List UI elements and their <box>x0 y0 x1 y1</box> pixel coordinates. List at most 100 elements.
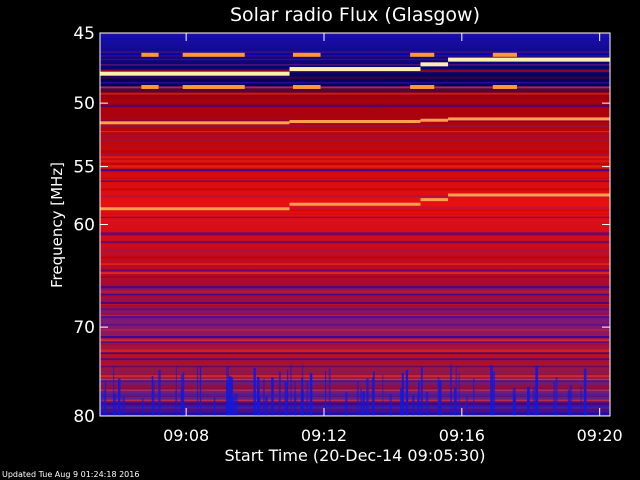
interference-spike <box>256 376 260 416</box>
intermittent-band <box>292 52 321 57</box>
noise-band <box>100 272 610 274</box>
noise-band <box>100 64 610 66</box>
interference-spike <box>287 369 289 416</box>
intermittent-band <box>182 84 245 89</box>
noise-band <box>100 180 610 182</box>
noise-band <box>100 359 610 362</box>
noise-band <box>100 312 610 316</box>
noise-band <box>100 163 610 166</box>
emission-line <box>289 67 421 72</box>
noise-band <box>100 206 610 209</box>
noise-band <box>100 81 610 83</box>
noise-band <box>100 318 610 321</box>
noise-band <box>100 414 610 416</box>
x-tick-label: 09:12 <box>301 426 347 445</box>
noise-band <box>100 399 610 402</box>
noise-band <box>100 86 610 89</box>
noise-band <box>100 249 610 253</box>
x-axis-label: Start Time (20-Dec-14 09:05:30) <box>224 446 485 465</box>
noise-band <box>100 391 610 394</box>
interference-spike <box>371 377 375 416</box>
emission-line <box>448 117 610 121</box>
noise-band <box>100 134 610 137</box>
noise-band <box>100 290 610 293</box>
noise-band <box>100 84 610 86</box>
interference-spike <box>453 387 457 416</box>
noise-band <box>100 213 610 215</box>
interference-spike <box>229 376 232 416</box>
noise-band <box>100 38 610 40</box>
emission-line <box>100 207 290 211</box>
noise-band <box>100 286 610 289</box>
interference-spike <box>527 386 530 416</box>
y-tick-label: 55 <box>73 158 95 178</box>
interference-spike <box>535 365 539 416</box>
interference-spike <box>151 376 154 416</box>
noise-band <box>100 344 610 346</box>
interference-spike <box>382 374 384 416</box>
interference-spike <box>175 366 177 416</box>
interference-spike <box>356 381 359 416</box>
interference-spike <box>389 394 392 416</box>
interference-spike <box>180 374 184 416</box>
interference-spike <box>294 393 297 416</box>
interference-spike <box>366 378 369 416</box>
interference-spike <box>122 396 126 416</box>
noise-band <box>100 406 610 409</box>
interference-spike <box>103 389 106 416</box>
intermittent-band <box>410 84 435 89</box>
interference-spike <box>450 364 452 416</box>
emission-line <box>289 202 421 206</box>
interference-spike <box>265 396 268 416</box>
interference-spike <box>583 368 587 416</box>
interference-spike <box>455 366 458 416</box>
noise-band <box>100 58 610 61</box>
interference-spike <box>553 381 555 416</box>
interference-spike <box>492 371 496 416</box>
noise-band <box>100 177 610 179</box>
intermittent-band <box>182 52 245 57</box>
noise-band <box>100 288 610 291</box>
emission-line <box>100 71 290 76</box>
y-tick-label: 70 <box>73 318 95 338</box>
interference-spike <box>473 378 475 416</box>
noise-band <box>100 150 610 153</box>
noise-band <box>100 104 610 107</box>
emission-line <box>448 57 610 62</box>
emission-line <box>448 193 610 197</box>
noise-band <box>100 125 610 127</box>
noise-band <box>100 76 610 79</box>
interference-spike <box>458 372 460 416</box>
emission-line <box>420 118 449 122</box>
noise-band <box>100 403 610 406</box>
noise-band <box>100 263 610 266</box>
interference-spike <box>360 388 362 416</box>
noise-band <box>100 82 610 84</box>
noise-band <box>100 378 610 381</box>
interference-spike <box>490 365 494 416</box>
noise-band <box>100 63 610 66</box>
noise-band <box>100 308 610 311</box>
noise-band <box>100 216 610 219</box>
interference-spike <box>199 366 202 416</box>
interference-spike <box>580 386 582 416</box>
noise-band <box>100 329 610 331</box>
noise-band <box>100 365 610 368</box>
noise-band <box>100 336 610 338</box>
interference-spike <box>290 364 292 416</box>
interference-spike <box>345 392 348 416</box>
noise-band <box>100 299 610 301</box>
noise-band <box>100 89 610 91</box>
noise-band <box>100 395 610 397</box>
noise-band <box>100 70 610 73</box>
noise-band <box>100 300 610 304</box>
interference-spike <box>437 376 440 416</box>
x-axis: 09:08 09:12 09:16 09:20 <box>163 33 623 445</box>
y-axis-label: Frequency [MHz] <box>48 162 66 288</box>
noise-band <box>100 314 610 317</box>
interference-spike <box>113 365 115 416</box>
noise-band <box>100 302 610 306</box>
interference-spike <box>253 368 256 416</box>
noise-band <box>100 294 610 296</box>
